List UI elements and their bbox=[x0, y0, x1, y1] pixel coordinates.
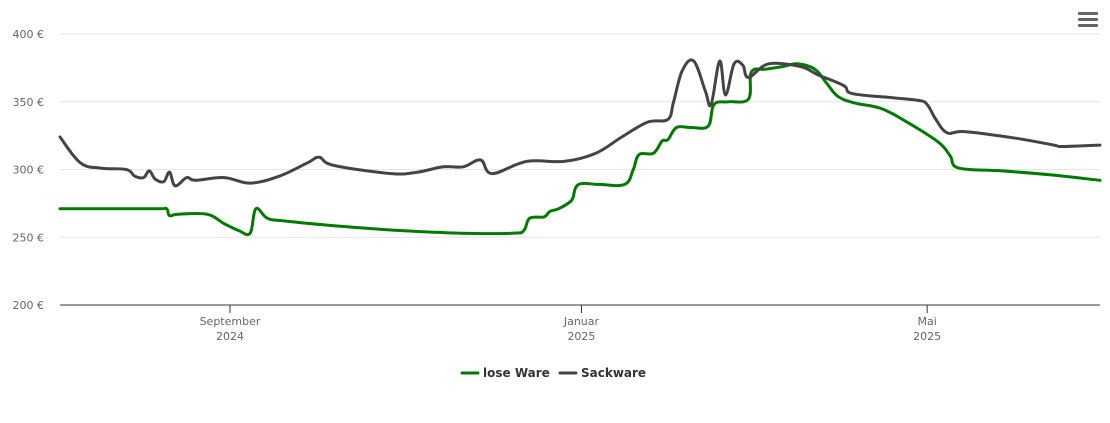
grid-lines bbox=[60, 33, 1100, 306]
x-tick-label-month: Januar bbox=[563, 315, 600, 328]
x-axis-ticks: September 2024 Januar 2025 Mai 2025 bbox=[200, 305, 941, 343]
y-tick-label: 300 € bbox=[13, 164, 45, 177]
y-tick-label: 200 € bbox=[13, 299, 45, 312]
x-tick-label-month: September bbox=[200, 315, 261, 328]
y-tick-label: 250 € bbox=[13, 231, 45, 244]
y-tick-label: 400 € bbox=[13, 28, 45, 41]
x-tick-label-year: 2025 bbox=[567, 330, 595, 343]
y-axis-ticks: 400 € 350 € 300 € 250 € 200 € bbox=[13, 28, 45, 312]
series-lines bbox=[58, 58, 1102, 237]
legend-item-lose-ware[interactable]: lose Ware bbox=[460, 366, 550, 380]
series-line-sackware[interactable] bbox=[58, 58, 1102, 188]
menu-icon[interactable] bbox=[1078, 12, 1098, 28]
x-tick-label-month: Mai bbox=[917, 315, 936, 328]
y-tick-label: 350 € bbox=[13, 96, 45, 109]
legend-item-sackware[interactable]: Sackware bbox=[558, 366, 646, 380]
legend[interactable]: lose Ware Sackware bbox=[460, 366, 646, 380]
legend-label: lose Ware bbox=[483, 366, 550, 380]
x-tick-label-year: 2024 bbox=[216, 330, 244, 343]
series-line-lose-ware[interactable] bbox=[58, 62, 1102, 237]
legend-label: Sackware bbox=[581, 366, 646, 380]
x-tick-label-year: 2025 bbox=[913, 330, 941, 343]
